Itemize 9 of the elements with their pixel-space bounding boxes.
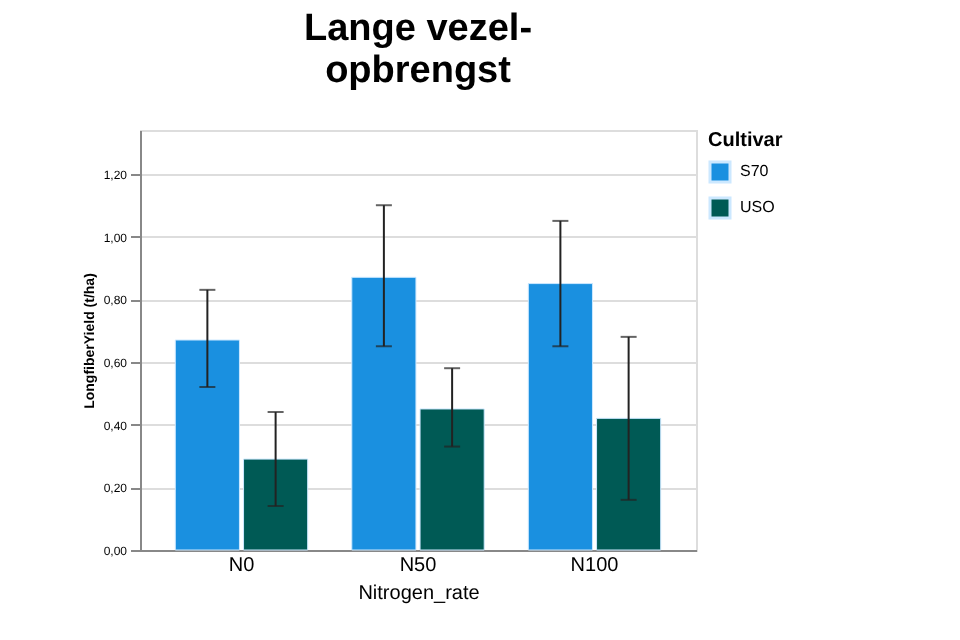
legend-title: Cultivar: [708, 130, 783, 152]
x-tick-label: N50: [399, 555, 438, 577]
x-tick-label: N0: [228, 555, 256, 577]
x-axis-title: Nitrogen_rate: [358, 583, 481, 605]
x-tick-label: N100: [570, 555, 620, 577]
legend-label: USO: [740, 198, 775, 216]
text: Lange vezel-: [303, 8, 533, 50]
text: opbrengst: [325, 50, 511, 92]
legend-label: S70: [740, 162, 770, 180]
